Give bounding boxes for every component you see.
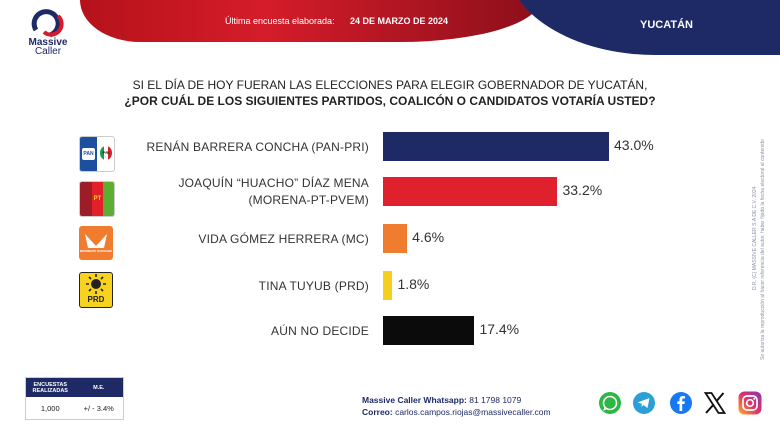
candidate-label: VIDA GÓMEZ HERRERA (MC) [198, 231, 369, 246]
survey-count: 1,000 [40, 403, 60, 413]
candidate-label: JOAQUÍN “HUACHO” DÍAZ MENA [178, 176, 369, 190]
email-address[interactable]: carlos.campos.riojas@massivecaller.com [392, 407, 551, 417]
question-line-2: ¿POR CUÁL DE LOS SIGUIENTES PARTIDOS, CO… [124, 94, 656, 108]
pan-pri-logo-icon: PAN PRI [79, 136, 115, 172]
copyright-text: D.R. (C) MASSIVE CALLER S.A DE C.V. 2024 [752, 186, 758, 290]
candidate-label: TINA TUYUB (PRD) [258, 278, 369, 293]
email-label: Correo: [362, 407, 393, 417]
brand-name-2: Caller [34, 46, 62, 57]
bar-value-label: 4.6% [412, 229, 445, 245]
survey-count-header: ENCUESTAS REALIZADAS [32, 381, 68, 394]
region-title: YUCATÁN [640, 19, 693, 31]
chart-bar [383, 176, 558, 206]
bar-value-label: 33.2% [562, 182, 603, 198]
bar-value-label: 17.4% [479, 321, 520, 337]
chart-bar [383, 315, 475, 345]
last-survey-label: Última encuesta elaborada: [225, 16, 335, 26]
bar-value-label: 1.8% [397, 276, 430, 292]
survey-info-table: ENCUESTAS REALIZADAS M.E. 1,000 +/ - 3.4… [25, 377, 124, 420]
facebook-icon[interactable] [669, 391, 693, 415]
survey-date: 24 DE MARZO DE 2024 [350, 16, 449, 26]
chart-bar [383, 223, 408, 253]
brand-name: Massive [28, 37, 68, 48]
margin-error: +/ - 3.4% [83, 403, 114, 413]
instagram-icon[interactable] [738, 391, 762, 415]
massive-caller-logo-icon [31, 9, 64, 38]
header-band [80, 0, 540, 42]
chart-bar [383, 131, 609, 161]
chart-bar [383, 270, 393, 300]
whatsapp-number: 81 1798 1079 [466, 395, 522, 405]
bar-value-label: 43.0% [614, 137, 654, 153]
whatsapp-label: Massive Caller Whatsapp: [362, 395, 467, 405]
candidate-label: AÚN NO DECIDE [271, 323, 369, 338]
margin-error-header: M.E. [93, 384, 105, 391]
prd-logo-icon: PRD [79, 272, 113, 308]
telegram-icon[interactable] [632, 391, 656, 415]
x-icon[interactable] [703, 391, 727, 415]
candidate-label: RENÁN BARRERA CONCHA (PAN-PRI) [146, 139, 369, 154]
reproduction-notice: Se autoriza la reproducción al hacer ref… [760, 139, 766, 360]
whatsapp-icon[interactable] [598, 391, 622, 415]
morena-pt-pvem-logo-icon: PT [79, 181, 115, 217]
question-line-1: SI EL DÍA DE HOY FUERAN LAS ELECCIONES P… [132, 78, 648, 92]
mc-logo-icon: MOVIMIENTO CIUDADANO [79, 226, 113, 260]
candidate-label: (MORENA-PT-PVEM) [248, 193, 369, 207]
